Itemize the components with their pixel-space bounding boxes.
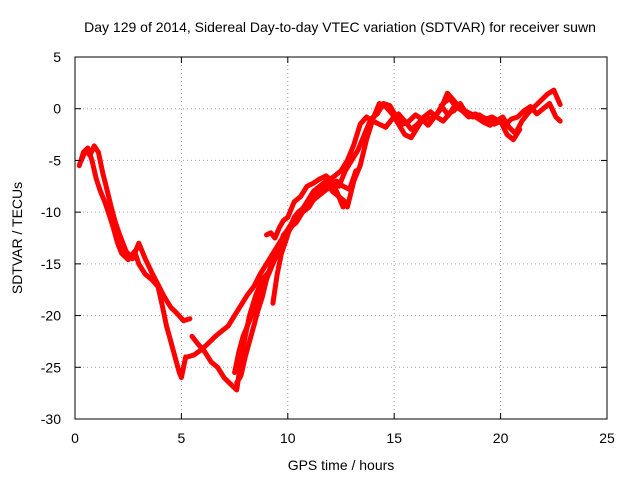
y-tick-label: -30 <box>41 411 61 427</box>
x-tick-label: 0 <box>71 430 79 446</box>
y-axis-label: SDTVAR / TECUs <box>9 182 25 294</box>
series-line-8 <box>270 101 523 306</box>
plot-frame <box>74 56 608 420</box>
y-tick-label: -15 <box>41 256 61 272</box>
y-tick-label: 0 <box>53 101 61 117</box>
y-tick-label: -20 <box>41 308 61 324</box>
x-tick-label: 25 <box>599 430 615 446</box>
y-tick-label: -5 <box>49 152 62 168</box>
x-tick-label: 10 <box>280 430 296 446</box>
series-line-3 <box>185 178 346 360</box>
series-line-9 <box>438 101 563 128</box>
x-tick-label: 20 <box>493 430 509 446</box>
chart-title: Day 129 of 2014, Sidereal Day-to-day VTE… <box>84 19 596 35</box>
x-axis-label: GPS time / hours <box>288 457 395 473</box>
series-line-4 <box>189 178 348 393</box>
series-layer <box>76 87 563 393</box>
y-tick-label: -25 <box>41 359 61 375</box>
series-line-6 <box>234 95 465 386</box>
x-tick-label: 5 <box>178 430 186 446</box>
series-line-10 <box>468 87 563 136</box>
y-tick-label: 5 <box>53 49 61 65</box>
axis-ticks: 0 5 10 15 20 25 5 0 -5 -10 -15 -20 -25 -30 <box>41 49 615 446</box>
series-line-2 <box>78 143 193 324</box>
x-tick-label: 15 <box>386 430 402 446</box>
y-tick-label: -10 <box>41 204 61 220</box>
series-line-1 <box>76 145 189 381</box>
